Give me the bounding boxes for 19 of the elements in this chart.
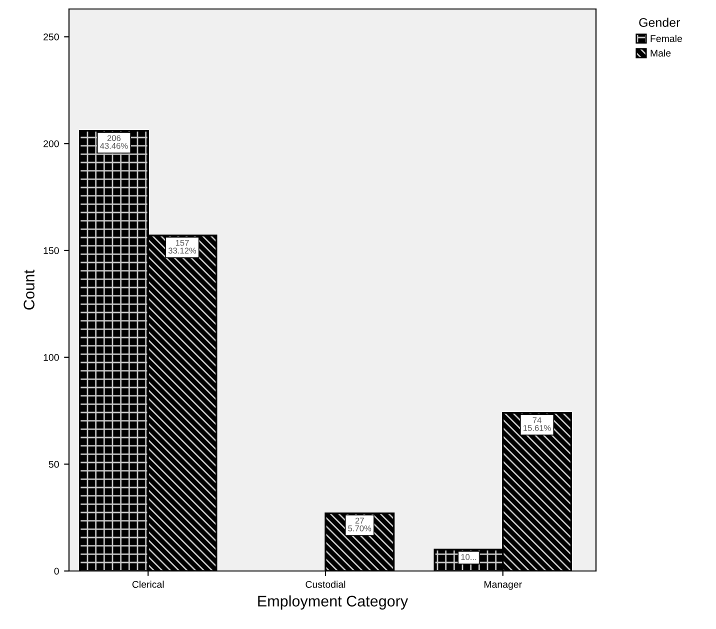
legend-label: Female bbox=[650, 34, 682, 42]
legend-label: Male bbox=[650, 49, 671, 57]
data-label: 74 15.61% bbox=[524, 417, 551, 431]
x-tick-label: Custodial bbox=[306, 580, 346, 588]
y-tick-label: 250 bbox=[44, 34, 59, 40]
data-label: 27 5.70% bbox=[348, 518, 372, 532]
y-tick-label: 100 bbox=[44, 354, 59, 361]
legend-title: Gender bbox=[639, 18, 680, 27]
x-tick-label: Clerical bbox=[132, 580, 164, 588]
x-axis-title: Employment Category bbox=[258, 595, 408, 610]
y-tick-label: 200 bbox=[44, 140, 59, 148]
data-label: 157 33.12% bbox=[168, 240, 196, 254]
data-label: 10... bbox=[461, 554, 476, 560]
data-label: 206 43.46% bbox=[100, 135, 128, 149]
y-tick-label: 50 bbox=[48, 460, 59, 468]
y-axis-title: Count bbox=[24, 270, 34, 310]
y-tick-label: 0 bbox=[54, 568, 59, 575]
x-tick-label: Manager bbox=[484, 581, 522, 590]
y-tick-label: 150 bbox=[44, 247, 59, 254]
